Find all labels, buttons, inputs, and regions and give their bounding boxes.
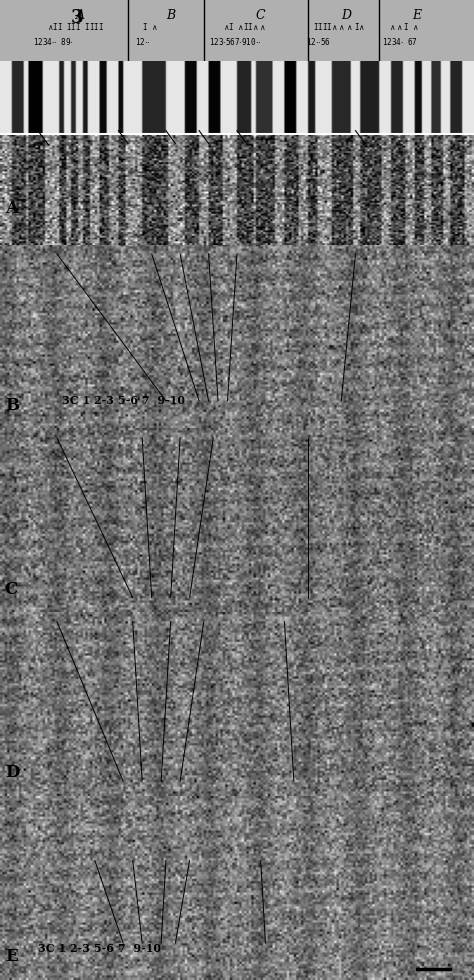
- Text: 1234$\cdot$$\cdot$ 89$\cdot$: 1234$\cdot$$\cdot$ 89$\cdot$: [33, 36, 74, 47]
- Text: IIII$\wedge\wedge\wedge$I$\wedge$: IIII$\wedge\wedge\wedge$I$\wedge$: [313, 22, 365, 32]
- Text: D: D: [5, 764, 19, 781]
- Text: 3C 1 2-3 5-6 7  9-10: 3C 1 2-3 5-6 7 9-10: [38, 943, 161, 955]
- Text: E: E: [412, 9, 422, 23]
- Text: 12$\cdot$$\cdot$56: 12$\cdot$$\cdot$56: [306, 36, 330, 47]
- Text: $\wedge\wedge$I $\wedge$: $\wedge\wedge$I $\wedge$: [389, 22, 419, 32]
- Text: $\wedge$II III IIII: $\wedge$II III IIII: [47, 22, 105, 32]
- Text: 12$\cdot$$\cdot$: 12$\cdot$$\cdot$: [135, 36, 150, 47]
- Text: A: A: [76, 9, 85, 23]
- Text: 3: 3: [71, 9, 83, 27]
- Text: D: D: [341, 9, 351, 23]
- Text: 3C 1 2-3 5-6 7  9-10: 3C 1 2-3 5-6 7 9-10: [62, 395, 184, 407]
- Text: B: B: [166, 9, 175, 23]
- Text: I $\wedge$: I $\wedge$: [142, 22, 158, 32]
- Text: B: B: [5, 397, 19, 414]
- Text: 123$\cdot$567$\cdot$910$\cdot$$\cdot$: 123$\cdot$567$\cdot$910$\cdot$$\cdot$: [209, 36, 261, 47]
- Text: 1234$\cdot$ 67: 1234$\cdot$ 67: [382, 36, 418, 47]
- Text: $\wedge$I $\wedge$II$\wedge\wedge$: $\wedge$I $\wedge$II$\wedge\wedge$: [223, 22, 266, 32]
- Text: A: A: [5, 200, 18, 217]
- Text: C: C: [256, 9, 265, 23]
- Text: E: E: [5, 949, 18, 965]
- Text: C: C: [5, 580, 18, 598]
